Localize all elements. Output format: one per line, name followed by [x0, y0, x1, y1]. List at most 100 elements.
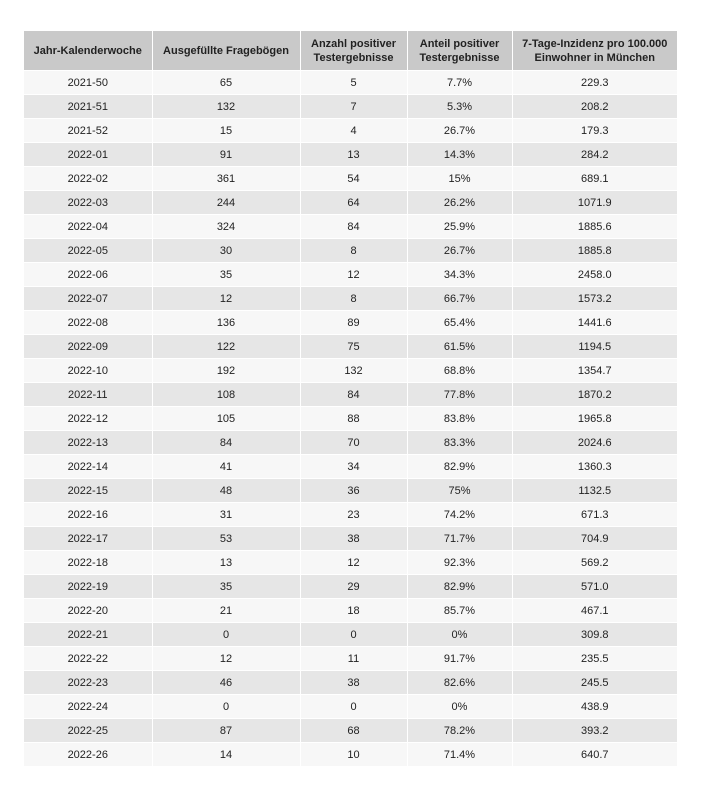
table-cell: 2022-14 [24, 454, 152, 479]
table-cell: 61.5% [406, 334, 512, 359]
table-cell: 15 [151, 118, 300, 143]
table-cell: 108 [151, 382, 300, 407]
table-cell: 245.5 [511, 670, 677, 695]
table-cell: 2022-26 [24, 742, 152, 766]
table-cell: 84 [299, 214, 407, 239]
table-row: 2022-13 84 70 83.3% 2024.6 [24, 430, 677, 455]
table-cell: 0% [406, 694, 512, 719]
table-row: 2021-51 132 7 5.3% 208.2 [24, 94, 677, 119]
table-cell: 34 [299, 454, 407, 479]
table-cell: 0 [299, 694, 407, 719]
table-cell: 2022-13 [24, 430, 152, 455]
table-cell: 0% [406, 622, 512, 647]
table-row: 2022-15 48 36 75% 1132.5 [24, 478, 677, 503]
table-cell: 82.9% [406, 574, 512, 599]
table-cell: 569.2 [511, 550, 677, 575]
table-cell: 23 [299, 502, 407, 527]
table-cell: 38 [299, 670, 407, 695]
table-cell: 21 [151, 598, 300, 623]
table-cell: 2022-12 [24, 406, 152, 431]
table-cell: 571.0 [511, 574, 677, 599]
table-row: 2022-02 361 54 15% 689.1 [24, 166, 677, 191]
table-row: 2022-18 13 12 92.3% 569.2 [24, 550, 677, 575]
table-row: 2022-01 91 13 14.3% 284.2 [24, 142, 677, 167]
table-cell: 1885.6 [511, 214, 677, 239]
table-row: 2021-50 65 5 7.7% 229.3 [24, 70, 677, 95]
header-row: Jahr-Kalenderwoche Ausgefüllte Fragebögen… [24, 31, 677, 71]
table-row: 2022-20 21 18 85.7% 467.1 [24, 598, 677, 623]
table-row: 2022-11 108 84 77.8% 1870.2 [24, 382, 677, 407]
table-cell: 83.3% [406, 430, 512, 455]
table-cell: 179.3 [511, 118, 677, 143]
table-cell: 5.3% [406, 94, 512, 119]
table-cell: 244 [151, 190, 300, 215]
table-row: 2022-19 35 29 82.9% 571.0 [24, 574, 677, 599]
table-cell: 2458.0 [511, 262, 677, 287]
table-cell: 82.6% [406, 670, 512, 695]
table-cell: 1194.5 [511, 334, 677, 359]
table-cell: 4 [299, 118, 407, 143]
table-cell: 2022-06 [24, 262, 152, 287]
table-cell: 65 [151, 70, 300, 95]
column-header: Ausgefüllte Fragebögen [151, 31, 300, 71]
table-cell: 122 [151, 334, 300, 359]
table-cell: 467.1 [511, 598, 677, 623]
table-cell: 2022-09 [24, 334, 152, 359]
table-cell: 5 [299, 70, 407, 95]
table-cell: 235.5 [511, 646, 677, 671]
table-cell: 2024.6 [511, 430, 677, 455]
table-cell: 2022-07 [24, 286, 152, 311]
table-cell: 64 [299, 190, 407, 215]
table-cell: 70 [299, 430, 407, 455]
table-cell: 13 [299, 142, 407, 167]
table-cell: 15% [406, 166, 512, 191]
table-cell: 671.3 [511, 502, 677, 527]
table-cell: 1573.2 [511, 286, 677, 311]
table-cell: 2022-25 [24, 718, 152, 743]
table-cell: 74.2% [406, 502, 512, 527]
table-row: 2022-05 30 8 26.7% 1885.8 [24, 238, 677, 263]
table-cell: 2021-51 [24, 94, 152, 119]
table-cell: 2022-05 [24, 238, 152, 263]
table-cell: 30 [151, 238, 300, 263]
table-cell: 68.8% [406, 358, 512, 383]
table-cell: 2021-50 [24, 70, 152, 95]
table-row: 2022-04 324 84 25.9% 1885.6 [24, 214, 677, 239]
table-cell: 2022-03 [24, 190, 152, 215]
table-cell: 2022-22 [24, 646, 152, 671]
table-cell: 1870.2 [511, 382, 677, 407]
table-cell: 26.2% [406, 190, 512, 215]
table-cell: 208.2 [511, 94, 677, 119]
table-cell: 46 [151, 670, 300, 695]
table-cell: 14.3% [406, 142, 512, 167]
table-cell: 136 [151, 310, 300, 335]
table-cell: 284.2 [511, 142, 677, 167]
table-row: 2022-08 136 89 65.4% 1441.6 [24, 310, 677, 335]
table-cell: 68 [299, 718, 407, 743]
table-cell: 8 [299, 286, 407, 311]
table-cell: 132 [151, 94, 300, 119]
table-cell: 2022-10 [24, 358, 152, 383]
table-cell: 91 [151, 142, 300, 167]
table-cell: 1360.3 [511, 454, 677, 479]
data-table: Jahr-Kalenderwoche Ausgefüllte Fragebögen… [24, 31, 677, 766]
table-cell: 77.8% [406, 382, 512, 407]
table-cell: 71.7% [406, 526, 512, 551]
table-cell: 87 [151, 718, 300, 743]
table-cell: 0 [151, 622, 300, 647]
table-cell: 84 [299, 382, 407, 407]
table-cell: 2022-18 [24, 550, 152, 575]
table-cell: 10 [299, 742, 407, 766]
table-cell: 1965.8 [511, 406, 677, 431]
table-cell: 8 [299, 238, 407, 263]
table-cell: 14 [151, 742, 300, 766]
table-cell: 2022-11 [24, 382, 152, 407]
table-cell: 26.7% [406, 118, 512, 143]
table-cell: 2021-52 [24, 118, 152, 143]
table-cell: 309.8 [511, 622, 677, 647]
table-cell: 53 [151, 526, 300, 551]
table-cell: 48 [151, 478, 300, 503]
table-cell: 361 [151, 166, 300, 191]
table-cell: 640.7 [511, 742, 677, 766]
table-row: 2022-26 14 10 71.4% 640.7 [24, 742, 677, 766]
